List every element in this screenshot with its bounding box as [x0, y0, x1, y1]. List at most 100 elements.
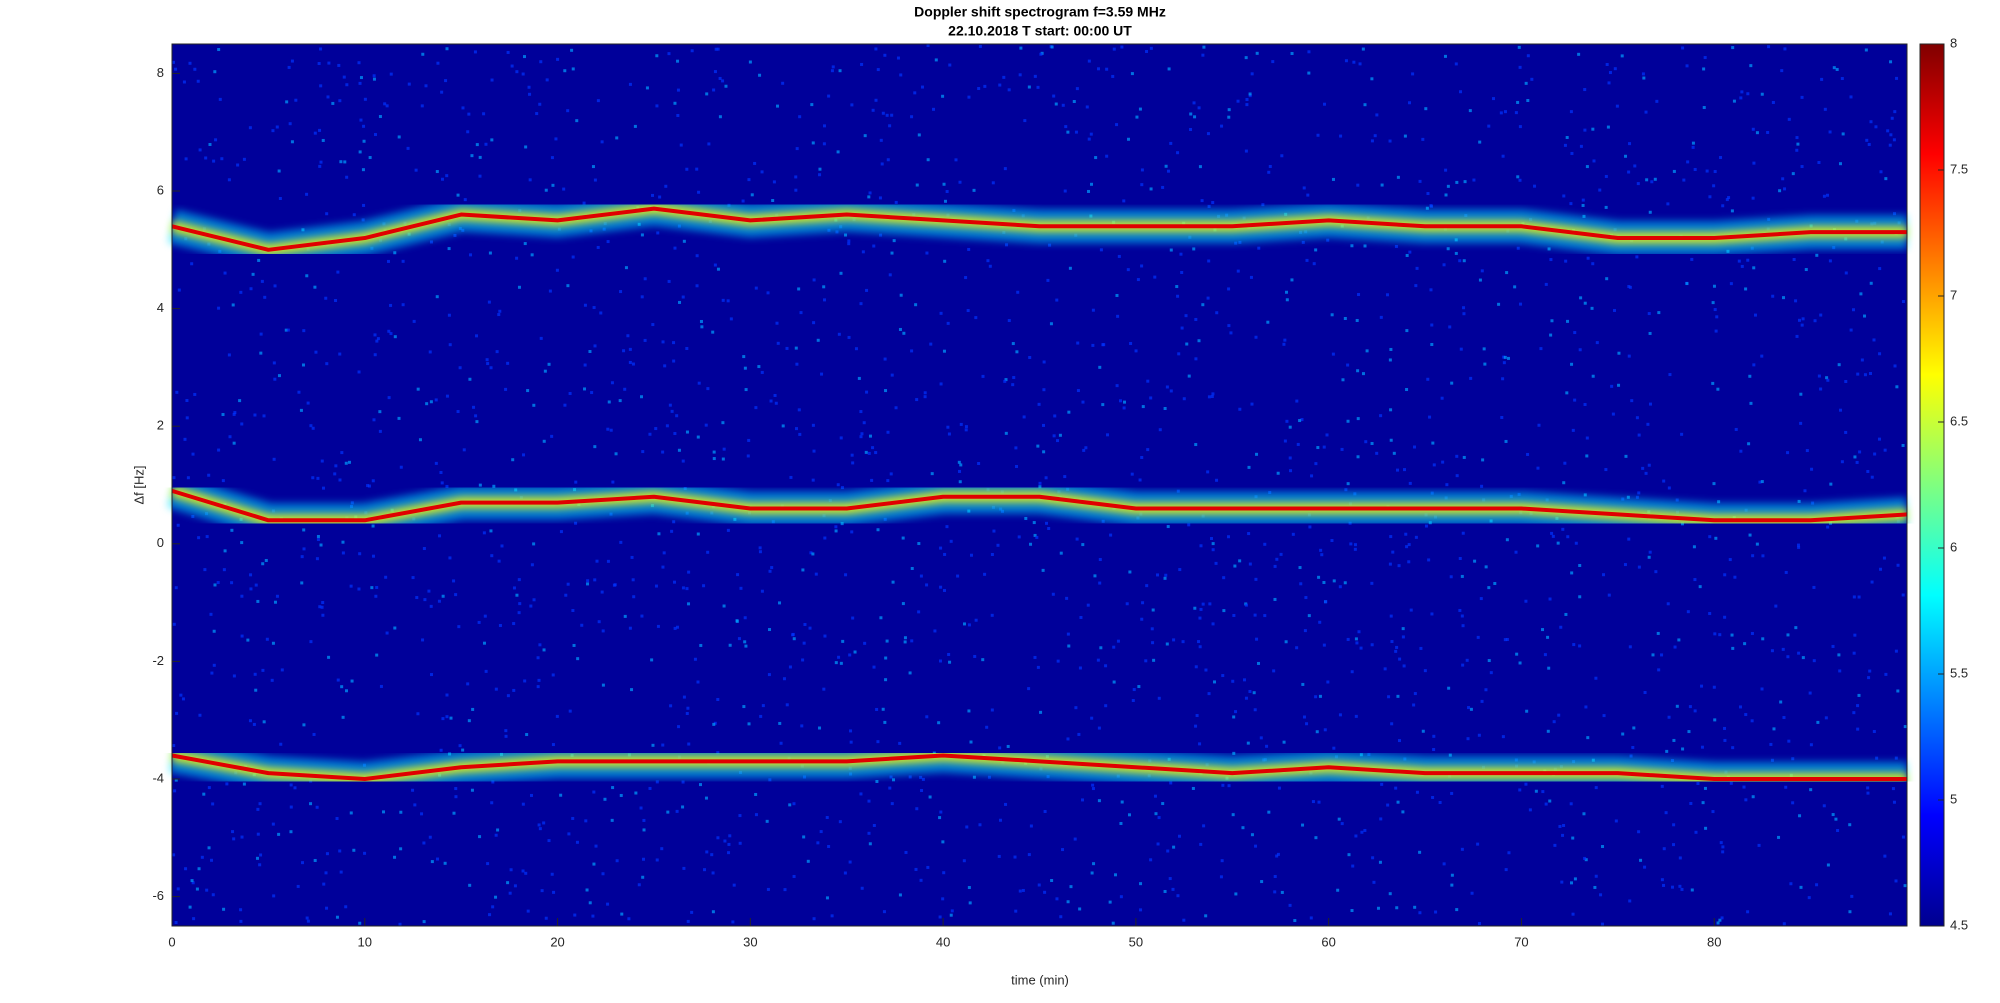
- noise-speckle: [1168, 877, 1172, 881]
- noise-speckle: [967, 709, 971, 713]
- noise-speckle: [669, 704, 673, 708]
- noise-speckle: [1598, 188, 1602, 192]
- noise-speckle: [1632, 726, 1636, 730]
- noise-speckle: [1687, 730, 1691, 734]
- noise-speckle: [1730, 209, 1734, 213]
- noise-speckle: [349, 811, 353, 815]
- noise-speckle: [1116, 639, 1120, 643]
- noise-speckle: [1227, 324, 1231, 328]
- noise-speckle: [1372, 880, 1376, 884]
- noise-speckle: [836, 150, 840, 154]
- noise-speckle: [1211, 201, 1215, 205]
- noise-speckle: [576, 657, 580, 661]
- noise-speckle: [1111, 74, 1115, 78]
- noise-speckle: [1193, 115, 1197, 119]
- noise-speckle: [1077, 732, 1081, 736]
- noise-speckle: [1480, 269, 1484, 273]
- noise-speckle: [1781, 177, 1785, 181]
- noise-speckle: [1198, 645, 1202, 649]
- noise-speckle: [192, 917, 196, 921]
- noise-speckle: [1383, 667, 1387, 671]
- plot-frame: [171, 43, 1908, 927]
- noise-speckle: [1322, 580, 1326, 584]
- noise-speckle: [1211, 392, 1215, 396]
- noise-speckle: [1656, 631, 1660, 635]
- noise-speckle: [1415, 266, 1419, 270]
- noise-speckle: [854, 347, 858, 351]
- noise-speckle: [454, 593, 458, 597]
- noise-speckle: [938, 816, 942, 820]
- noise-speckle: [1755, 542, 1759, 546]
- noise-speckle: [1043, 810, 1047, 814]
- noise-speckle: [1702, 106, 1706, 110]
- noise-speckle: [1253, 708, 1257, 712]
- noise-speckle: [366, 484, 370, 488]
- noise-speckle: [672, 359, 676, 363]
- noise-speckle: [1166, 525, 1170, 529]
- noise-speckle: [320, 605, 324, 609]
- noise-speckle: [687, 742, 691, 746]
- noise-speckle: [517, 611, 521, 615]
- noise-speckle: [443, 861, 447, 865]
- noise-speckle: [1856, 704, 1860, 708]
- noise-speckle: [1840, 77, 1844, 81]
- noise-speckle: [1574, 541, 1578, 545]
- noise-speckle: [823, 536, 827, 540]
- noise-speckle: [230, 528, 234, 532]
- noise-speckle: [1894, 756, 1898, 760]
- noise-speckle: [393, 626, 397, 630]
- noise-speckle: [946, 425, 950, 429]
- noise-speckle: [781, 81, 785, 85]
- noise-speckle: [535, 112, 539, 116]
- noise-speckle: [1192, 247, 1196, 251]
- noise-speckle: [186, 476, 190, 480]
- noise-speckle: [830, 69, 834, 73]
- noise-speckle: [775, 104, 779, 108]
- noise-speckle: [1484, 688, 1488, 692]
- noise-speckle: [521, 869, 525, 873]
- noise-speckle: [1312, 262, 1316, 266]
- noise-speckle: [1014, 446, 1018, 450]
- noise-speckle: [1043, 890, 1047, 894]
- noise-speckle: [1703, 56, 1707, 60]
- noise-speckle: [1102, 343, 1106, 347]
- noise-speckle: [1376, 906, 1380, 910]
- noise-speckle: [859, 792, 863, 796]
- noise-speckle: [521, 802, 525, 806]
- noise-speckle: [1750, 719, 1754, 723]
- noise-speckle: [1092, 862, 1096, 866]
- noise-speckle: [1792, 258, 1796, 262]
- noise-speckle: [313, 858, 317, 862]
- noise-speckle: [1331, 352, 1335, 356]
- noise-speckle: [1853, 455, 1857, 459]
- noise-speckle: [1003, 167, 1007, 171]
- noise-speckle: [600, 140, 604, 144]
- noise-speckle: [407, 82, 411, 86]
- noise-speckle: [275, 125, 279, 129]
- noise-speckle: [685, 167, 689, 171]
- noise-speckle: [1873, 452, 1877, 456]
- noise-speckle: [1888, 912, 1892, 916]
- noise-speckle: [314, 350, 318, 354]
- noise-speckle: [948, 660, 952, 664]
- noise-speckle: [207, 786, 211, 790]
- noise-speckle: [923, 395, 927, 399]
- noise-speckle: [1431, 795, 1435, 799]
- noise-speckle: [1730, 633, 1734, 637]
- noise-speckle: [197, 867, 201, 871]
- noise-speckle: [1273, 597, 1277, 601]
- noise-speckle: [1766, 130, 1770, 134]
- noise-speckle: [494, 895, 498, 899]
- noise-speckle: [685, 346, 689, 350]
- noise-speckle: [422, 920, 426, 924]
- noise-speckle: [1838, 669, 1842, 673]
- noise-speckle: [1807, 896, 1811, 900]
- noise-speckle: [1641, 466, 1645, 470]
- noise-speckle: [1185, 342, 1189, 346]
- noise-speckle: [357, 587, 361, 591]
- noise-speckle: [704, 796, 708, 800]
- noise-speckle: [628, 82, 632, 86]
- noise-speckle: [568, 709, 572, 713]
- noise-speckle: [792, 802, 796, 806]
- noise-speckle: [874, 98, 878, 102]
